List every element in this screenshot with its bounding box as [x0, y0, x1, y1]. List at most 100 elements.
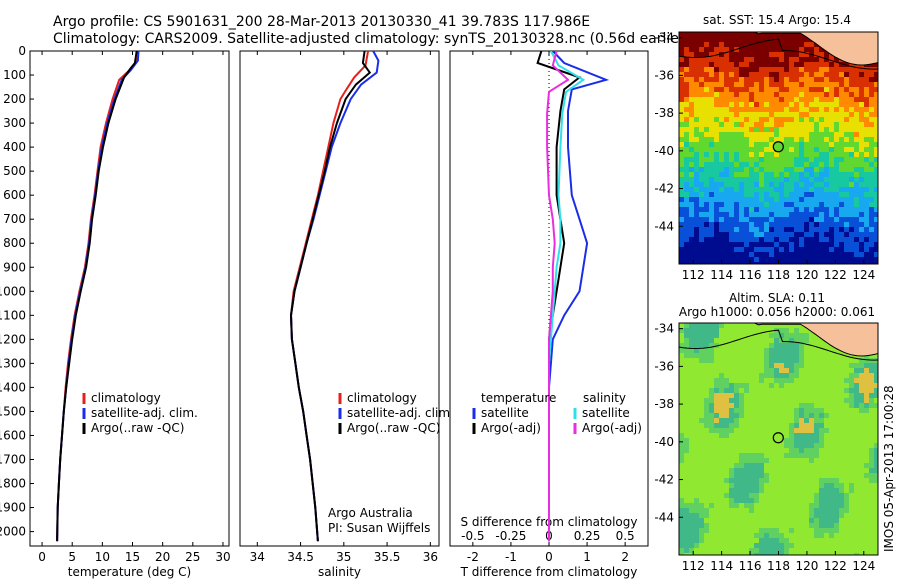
sla-map-cell [859, 413, 865, 419]
sla-map-cell [684, 393, 690, 399]
sla-map-cell [744, 518, 750, 524]
sst-map-cell [689, 77, 695, 83]
sst-map-cell [739, 202, 745, 208]
sst-map-cell [864, 262, 870, 264]
sla-map-cell [849, 363, 855, 369]
sla-map-cell [694, 428, 700, 434]
sla-map-cell [759, 493, 765, 499]
sst-map-cell [714, 167, 720, 173]
sst-map-cell [869, 77, 875, 83]
sla-map-cell [734, 483, 740, 489]
sla-map-cell [839, 518, 845, 524]
sla-map-cell [719, 488, 725, 494]
sla-map-cell [759, 393, 765, 399]
sla-map-cell [689, 323, 695, 329]
sst-map-cell [709, 197, 715, 203]
sla-map-cell [794, 358, 800, 364]
sst-map-cell [809, 82, 815, 88]
sst-map-cell [819, 107, 825, 113]
sla-map-cell [874, 478, 878, 484]
sst-map-cell [724, 202, 730, 208]
sla-map-cell [829, 403, 835, 409]
sst-map-cell [724, 247, 730, 253]
sla-map-cell [704, 508, 710, 514]
differences-xtick-label: 0 [545, 550, 553, 564]
sst-map-cell [824, 112, 830, 118]
sst-map-cell [789, 92, 795, 98]
sst-map-cell [779, 107, 785, 113]
sst-map-cell [714, 42, 720, 48]
sst-map-cell [844, 77, 850, 83]
sla-map-cell [809, 433, 815, 439]
sla-map-cell [864, 408, 870, 414]
sst-map-cell [824, 217, 830, 223]
sla-map-cell [689, 538, 695, 544]
sst-map-cell [794, 247, 800, 253]
sst-map-cell [774, 227, 780, 233]
sla-map-cell [719, 503, 725, 509]
sla-map-cell [794, 498, 800, 504]
sla-map-cell [709, 398, 715, 404]
sst-map-cell [794, 207, 800, 213]
sla-map-cell [869, 418, 875, 424]
sla-map-cell [714, 463, 720, 469]
sst-map-cell [769, 242, 775, 248]
sst-map-cell [824, 62, 830, 68]
sst-map-cell [834, 122, 840, 128]
sst-map-cell [859, 237, 865, 243]
sla-map-cell [714, 383, 720, 389]
sla-map-cell [679, 348, 685, 354]
sst-map-cell [749, 137, 755, 143]
sla-map-cell [854, 378, 860, 384]
sst-map-cell [734, 262, 740, 264]
sla-map-cell [699, 353, 705, 359]
sla-map-cell [749, 528, 755, 534]
sst-map-cell [769, 187, 775, 193]
sla-map-cell [679, 383, 685, 389]
sst-map-cell [759, 82, 765, 88]
sst-map-cell [689, 72, 695, 78]
sst-map-cell [854, 97, 860, 103]
sla-map-cell [759, 353, 765, 359]
sst-map-cell [779, 32, 785, 38]
sla-map-cell [774, 523, 780, 529]
sla-map-cell [854, 538, 860, 544]
sst-map-cell [769, 212, 775, 218]
sla-map-cell [789, 528, 795, 534]
sst-map-cell [704, 187, 710, 193]
sla-map-cell [694, 388, 700, 394]
sla-map-cell [804, 433, 810, 439]
sst-map-cell [759, 237, 765, 243]
sst-map-cell [824, 222, 830, 228]
sst-map-cell [834, 172, 840, 178]
sla-map-cell [749, 483, 755, 489]
sla-map-cell [829, 438, 835, 444]
sla-map-cell [769, 363, 775, 369]
sst-map-cell [769, 217, 775, 223]
sla-map-cell [849, 448, 855, 454]
sst-map-cell [874, 162, 878, 168]
sla-map-cell [839, 533, 845, 539]
sla-map-cell [734, 363, 740, 369]
sst-map-cell [724, 212, 730, 218]
sst-map-cell [694, 157, 700, 163]
sla-map-argo-marker [772, 432, 784, 444]
sla-map-cell [704, 438, 710, 444]
sst-map-cell [679, 67, 685, 73]
sst-map-cell [769, 52, 775, 58]
sla-map-cell [824, 508, 830, 514]
sla-map-cell [744, 343, 750, 349]
sst-map-cell [754, 187, 760, 193]
sst-map-cell [729, 112, 735, 118]
sla-map-cell [784, 403, 790, 409]
sla-map-cell [789, 443, 795, 449]
sla-map-cell [719, 383, 725, 389]
sst-map-cell [729, 147, 735, 153]
sla-map-cell [754, 388, 760, 394]
sla-map-cell [874, 533, 878, 539]
sst-map-cell [759, 172, 765, 178]
sst-map-cell [864, 117, 870, 123]
sst-map-cell [704, 262, 710, 264]
sla-map-cell [869, 358, 875, 364]
sst-map-cell [849, 212, 855, 218]
